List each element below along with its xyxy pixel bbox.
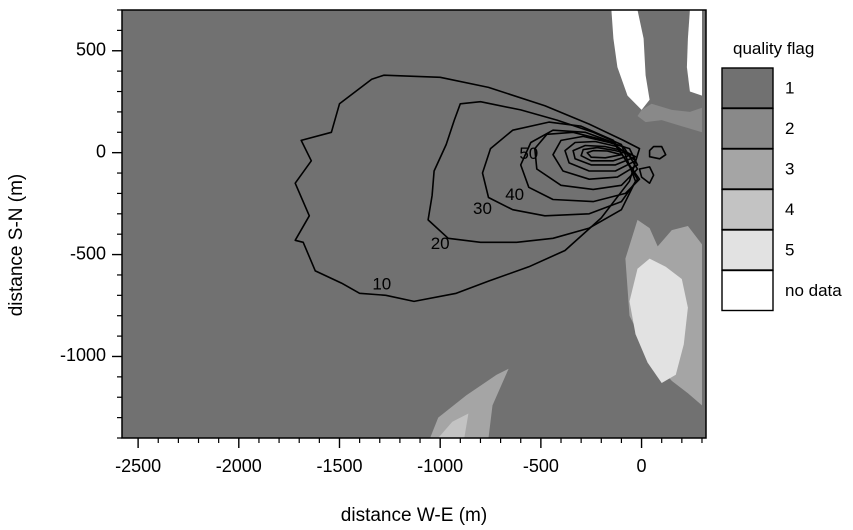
contour-label-40: 40 [505,185,524,204]
contour-line-90-8 [580,146,633,162]
legend-swatch [721,188,774,231]
contour-line-30-2 [481,121,639,217]
legend-swatch [721,229,774,271]
legend-title: quality flag [733,39,814,58]
contour-line-20-11 [648,145,667,160]
y-tick-label: 500 [76,40,106,60]
contour-line-20-1 [427,100,637,244]
contour-line-100-9 [586,149,623,159]
contour-layer [294,74,667,303]
flag-region-4 [629,258,688,383]
x-tick-label: -1000 [417,456,463,476]
y-axis-title: distance S-N (m) [6,174,27,317]
axes: -2500 -2000 -1500 -1000 -500 0 500 0 -500 -1000 [60,9,707,476]
contour-line-70-6 [564,140,637,172]
x-tick-label: -1500 [316,456,362,476]
y-tick-label: -500 [70,243,106,263]
contour-line-80-7 [572,144,637,166]
x-tick-label: -2500 [115,456,161,476]
plot-area [122,10,706,438]
legend-label: 3 [785,159,794,178]
flag-region-6 [438,413,469,438]
plot-frame [121,9,707,439]
y-tick-label: 0 [96,141,106,161]
contour-line-60-5 [552,135,639,180]
legend-label: 1 [785,78,794,97]
contour-label-layer: 10 20 30 40 50 [372,144,538,293]
flag-region-0 [611,10,650,110]
legend-label: 2 [785,119,794,138]
legend-label: no data [785,281,842,300]
contour-line-10-0 [294,74,641,303]
flag-background [122,10,706,438]
contour-label-10: 10 [372,275,391,294]
flag-region-2 [637,103,702,133]
x-tick-label: -2000 [216,456,262,476]
legend-entries: 1 2 3 4 5 no data [721,67,842,312]
contour-label-20: 20 [431,234,450,253]
y-tick-label: -1000 [60,345,106,365]
flag-region-5 [430,368,509,438]
contour-line-40-3 [519,129,641,203]
x-tick-label: -500 [523,456,559,476]
x-axis-title: distance W-E (m) [341,505,487,526]
legend-swatch [721,107,774,150]
flag-region-1 [686,10,702,96]
legend-swatch [721,148,774,190]
contour-label-50: 50 [519,144,538,163]
contour-label-30: 30 [473,199,492,218]
x-tick-label: 0 [637,456,647,476]
contour-line-40-10 [638,166,655,184]
legend-swatch [721,269,774,312]
legend-label: 4 [785,200,794,219]
legend-label: 5 [785,240,794,259]
legend-swatch [721,67,774,109]
legend: quality flag 1 2 3 4 5 no data [721,39,842,312]
